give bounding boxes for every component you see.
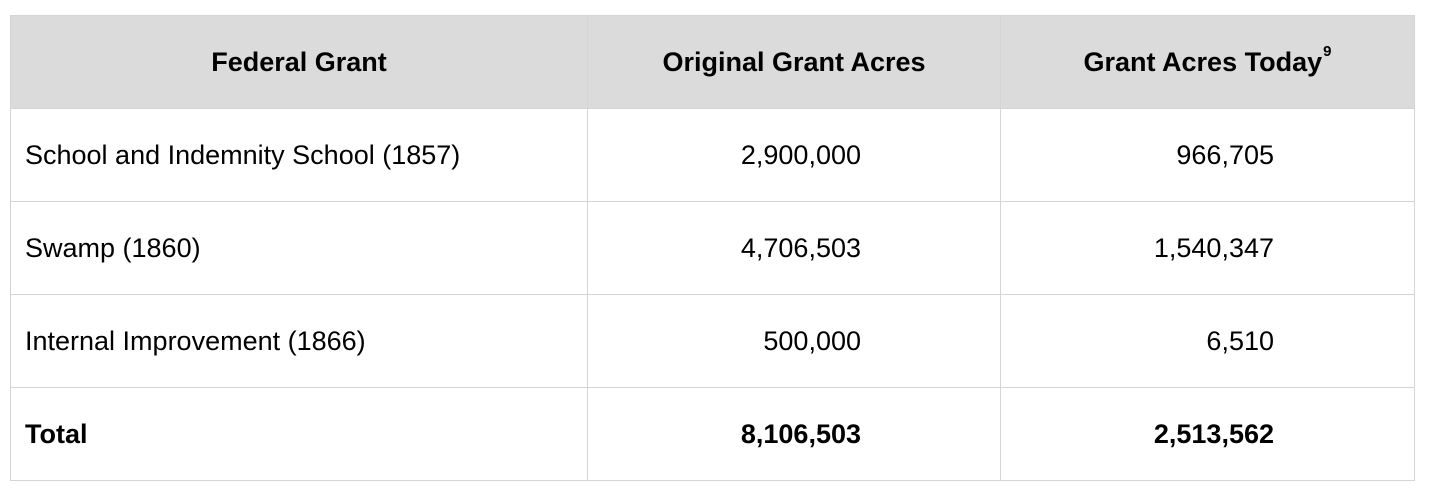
header-federal-grant: Federal Grant (10, 15, 588, 109)
cell-grant-acres-today: 1,540,347 (1000, 201, 1415, 295)
table-row: School and Indemnity School (1857) 2,900… (10, 108, 1415, 202)
cell-grant-acres-today: 966,705 (1000, 108, 1415, 202)
cell-federal-grant: Internal Improvement (1866) (10, 294, 588, 388)
header-row: Federal Grant Original Grant Acres Grant… (10, 15, 1415, 109)
table-row: Internal Improvement (1866) 500,000 6,51… (10, 294, 1415, 388)
cell-federal-grant: School and Indemnity School (1857) (10, 108, 588, 202)
table-header: Federal Grant Original Grant Acres Grant… (10, 15, 1415, 109)
cell-original-grant-acres: 4,706,503 (587, 201, 1001, 295)
table-row: Swamp (1860) 4,706,503 1,540,347 (10, 201, 1415, 295)
cell-original-grant-acres: 500,000 (587, 294, 1001, 388)
total-grant-acres-today: 2,513,562 (1000, 387, 1415, 481)
header-original-grant-acres: Original Grant Acres (587, 15, 1001, 109)
table-body: School and Indemnity School (1857) 2,900… (10, 108, 1415, 481)
federal-grant-table: Federal Grant Original Grant Acres Grant… (10, 15, 1415, 481)
total-row: Total 8,106,503 2,513,562 (10, 387, 1415, 481)
total-label: Total (10, 387, 588, 481)
footnote-marker[interactable]: 9 (1323, 42, 1332, 60)
header-grant-acres-today: Grant Acres Today9 (1000, 15, 1415, 109)
cell-original-grant-acres: 2,900,000 (587, 108, 1001, 202)
cell-federal-grant: Swamp (1860) (10, 201, 588, 295)
cell-grant-acres-today: 6,510 (1000, 294, 1415, 388)
header-grant-acres-today-label: Grant Acres Today (1083, 46, 1323, 77)
total-original-grant-acres: 8,106,503 (587, 387, 1001, 481)
